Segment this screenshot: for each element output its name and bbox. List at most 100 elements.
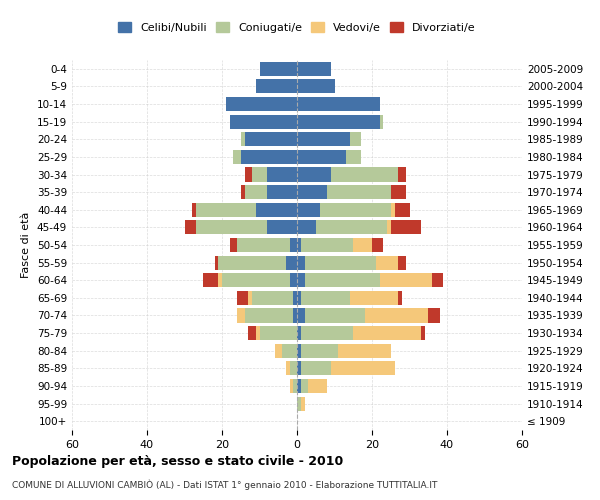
Bar: [196, 220, 267, 234]
Bar: [297, 220, 316, 234]
Bar: [248, 326, 256, 340]
Bar: [297, 379, 301, 393]
Bar: [297, 238, 301, 252]
Bar: [301, 291, 349, 305]
Bar: [237, 308, 245, 322]
Bar: [428, 308, 439, 322]
Bar: [391, 220, 421, 234]
Bar: [297, 168, 331, 181]
Bar: [237, 238, 290, 252]
Bar: [286, 256, 297, 270]
Bar: [297, 362, 301, 376]
Bar: [297, 150, 346, 164]
Bar: [432, 273, 443, 287]
Bar: [245, 168, 252, 181]
Bar: [301, 326, 353, 340]
Bar: [320, 202, 391, 217]
Text: COMUNE DI ALLUVIONI CAMBIÒ (AL) - Dati ISTAT 1° gennaio 2010 - Elaborazione TUTT: COMUNE DI ALLUVIONI CAMBIÒ (AL) - Dati I…: [12, 480, 437, 490]
Bar: [290, 379, 293, 393]
Bar: [305, 273, 380, 287]
Bar: [260, 326, 297, 340]
Bar: [256, 326, 260, 340]
Bar: [376, 256, 398, 270]
Bar: [229, 114, 297, 128]
Bar: [260, 62, 297, 76]
Bar: [297, 396, 301, 410]
Bar: [301, 344, 338, 358]
Bar: [275, 344, 282, 358]
Bar: [267, 185, 297, 199]
Bar: [331, 362, 395, 376]
Bar: [290, 273, 297, 287]
Bar: [398, 168, 406, 181]
Bar: [398, 291, 402, 305]
Bar: [241, 132, 245, 146]
Bar: [338, 344, 391, 358]
Bar: [185, 220, 196, 234]
Bar: [372, 238, 383, 252]
Bar: [301, 396, 305, 410]
Bar: [245, 185, 267, 199]
Bar: [293, 379, 297, 393]
Bar: [248, 291, 252, 305]
Bar: [327, 185, 391, 199]
Bar: [196, 202, 256, 217]
Y-axis label: Fasce di età: Fasce di età: [22, 212, 31, 278]
Bar: [297, 256, 305, 270]
Bar: [290, 238, 297, 252]
Bar: [308, 379, 327, 393]
Bar: [297, 326, 301, 340]
Bar: [346, 150, 361, 164]
Bar: [331, 168, 398, 181]
Bar: [267, 220, 297, 234]
Bar: [297, 202, 320, 217]
Bar: [226, 97, 297, 111]
Bar: [237, 291, 248, 305]
Text: Popolazione per età, sesso e stato civile - 2010: Popolazione per età, sesso e stato civil…: [12, 455, 343, 468]
Bar: [245, 132, 297, 146]
Bar: [293, 308, 297, 322]
Bar: [297, 62, 331, 76]
Bar: [297, 273, 305, 287]
Bar: [241, 185, 245, 199]
Bar: [398, 256, 406, 270]
Bar: [297, 132, 349, 146]
Bar: [349, 132, 361, 146]
Bar: [233, 150, 241, 164]
Bar: [297, 291, 301, 305]
Bar: [218, 256, 286, 270]
Bar: [365, 308, 428, 322]
Bar: [297, 344, 301, 358]
Bar: [301, 379, 308, 393]
Bar: [353, 238, 372, 252]
Bar: [256, 202, 297, 217]
Bar: [252, 168, 267, 181]
Bar: [380, 114, 383, 128]
Bar: [293, 291, 297, 305]
Bar: [301, 362, 331, 376]
Bar: [241, 150, 297, 164]
Bar: [218, 273, 222, 287]
Bar: [297, 114, 380, 128]
Bar: [380, 273, 432, 287]
Bar: [256, 80, 297, 94]
Bar: [349, 291, 398, 305]
Bar: [395, 202, 409, 217]
Bar: [252, 291, 293, 305]
Bar: [290, 362, 297, 376]
Bar: [222, 273, 290, 287]
Bar: [391, 185, 406, 199]
Bar: [245, 308, 293, 322]
Bar: [387, 220, 391, 234]
Bar: [391, 202, 395, 217]
Bar: [353, 326, 421, 340]
Bar: [282, 344, 297, 358]
Bar: [267, 168, 297, 181]
Bar: [316, 220, 387, 234]
Bar: [301, 238, 353, 252]
Bar: [297, 80, 335, 94]
Bar: [203, 273, 218, 287]
Bar: [297, 308, 305, 322]
Bar: [229, 238, 237, 252]
Bar: [192, 202, 196, 217]
